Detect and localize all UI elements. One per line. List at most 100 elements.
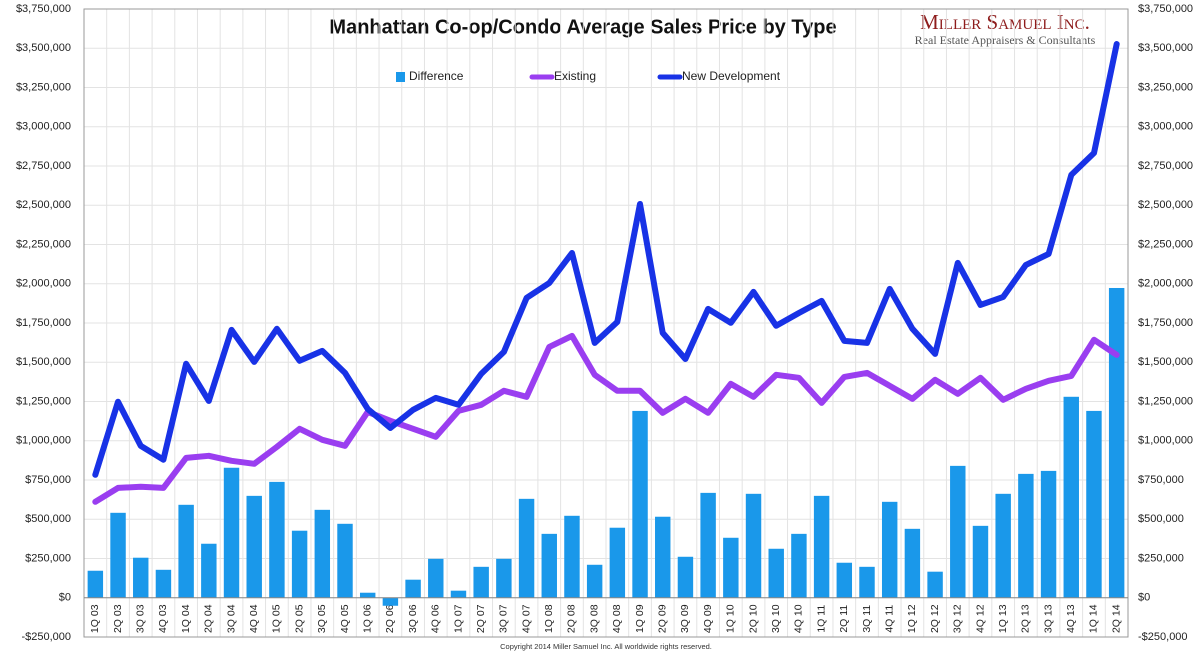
x-tick-label: 2Q 07 <box>475 604 487 633</box>
bar <box>859 566 875 598</box>
x-tick-label: 1Q 06 <box>361 604 373 633</box>
x-tick-label: 2Q 06 <box>384 604 396 633</box>
x-tick-label: 1Q 11 <box>815 605 827 633</box>
x-tick-label: 4Q 06 <box>430 604 442 633</box>
x-tick-label: 4Q 13 <box>1065 604 1077 633</box>
x-tick-label: 2Q 12 <box>929 604 941 633</box>
x-tick-label: 1Q 14 <box>1088 604 1100 633</box>
bar <box>1063 396 1079 598</box>
x-tick-label: 2Q 14 <box>1110 604 1122 633</box>
bar <box>133 557 149 598</box>
line <box>92 41 1120 478</box>
x-tick-label: 4Q 05 <box>339 604 351 633</box>
bar <box>314 509 331 598</box>
y-tick-label: $500,000 <box>25 513 71 525</box>
legend-label: New Development <box>682 69 781 83</box>
bar <box>110 512 126 598</box>
y2-tick-label: $0 <box>1138 592 1150 604</box>
x-tick-label: 3Q 03 <box>135 604 147 633</box>
bar <box>291 530 308 598</box>
y2-tick-label: $1,000,000 <box>1138 435 1193 447</box>
x-tick-label: 1Q 09 <box>634 604 646 633</box>
y2-tick-label: $2,500,000 <box>1138 199 1193 211</box>
legend-label: Difference <box>409 69 464 83</box>
footer: Copyright 2014 Miller Samuel Inc. All wo… <box>500 642 712 651</box>
line <box>92 332 1120 505</box>
bar <box>927 571 943 598</box>
y-tick-label: $1,750,000 <box>16 317 71 329</box>
y2-tick-label: $3,250,000 <box>1138 81 1193 93</box>
y-tick-label: $2,750,000 <box>16 160 71 172</box>
x-tick-label: 2Q 08 <box>566 604 578 633</box>
y-tick-label: $1,500,000 <box>16 356 71 368</box>
x-tick-label: 2Q 04 <box>203 604 215 633</box>
bar <box>337 523 353 598</box>
y-tick-label: $3,250,000 <box>16 81 71 93</box>
x-tick-label: 1Q 12 <box>906 604 918 633</box>
x-tick-label: 3Q 05 <box>316 604 328 633</box>
bar <box>881 501 898 598</box>
y2-tick-label: -$250,000 <box>1138 631 1188 643</box>
bar <box>768 548 784 598</box>
bar <box>1018 473 1034 598</box>
x-tick-label: 1Q 03 <box>89 604 101 633</box>
y2-tick-label: $3,750,000 <box>1138 3 1193 15</box>
bar <box>496 558 512 598</box>
x-tick-label: 4Q 04 <box>248 604 260 633</box>
x-tick-label: 3Q 06 <box>407 604 419 633</box>
y2-tick-label: $2,750,000 <box>1138 160 1193 172</box>
bar <box>541 533 557 598</box>
y-tick-label: -$250,000 <box>21 631 71 643</box>
bar <box>586 564 603 598</box>
y-tick-label: $1,250,000 <box>16 395 71 407</box>
x-tick-label: 4Q 10 <box>793 604 805 633</box>
bar <box>473 566 489 598</box>
y-tick-label: $3,500,000 <box>16 42 71 54</box>
legend-swatch <box>396 72 405 82</box>
bar <box>609 527 626 598</box>
y2-tick-label: $2,000,000 <box>1138 278 1193 290</box>
y-tick-label: $3,000,000 <box>16 121 71 133</box>
x-tick-label: 2Q 10 <box>747 604 759 633</box>
y2-tick-label: $750,000 <box>1138 474 1184 486</box>
bar <box>791 533 807 598</box>
y2-tick-label: $1,750,000 <box>1138 317 1193 329</box>
x-tick-label: 3Q 13 <box>1042 604 1054 633</box>
bar <box>745 493 762 598</box>
y2-tick-label: $3,500,000 <box>1138 42 1193 54</box>
plot-frame <box>83 8 1129 638</box>
bar <box>382 597 399 606</box>
bar <box>518 498 535 598</box>
bar <box>677 556 694 598</box>
bar <box>359 592 376 598</box>
x-tick-label: 1Q 04 <box>180 604 192 633</box>
x-tick-label: 4Q 03 <box>157 604 169 633</box>
y-tick-label: $2,250,000 <box>16 238 71 250</box>
bar <box>723 537 739 598</box>
y2-tick-label: $250,000 <box>1138 552 1184 564</box>
bar <box>1108 287 1125 598</box>
bar <box>178 504 194 598</box>
legend-label: Existing <box>554 69 596 83</box>
bar <box>223 467 240 598</box>
bar <box>836 562 853 598</box>
y-tick-label: $0 <box>59 592 71 604</box>
x-tick-label: 2Q 03 <box>112 604 124 633</box>
x-tick-label: 2Q 11 <box>838 605 850 633</box>
bar <box>813 495 830 598</box>
y2-tick-label: $3,000,000 <box>1138 121 1193 133</box>
bar <box>655 516 671 598</box>
bar <box>564 515 580 598</box>
y-tick-label: $750,000 <box>25 474 71 486</box>
y2-tick-label: $500,000 <box>1138 513 1184 525</box>
brand-subtitle: Real Estate Appraisers & Consultants <box>915 33 1096 47</box>
bar <box>155 569 172 598</box>
x-tick-label: 3Q 12 <box>952 604 964 633</box>
bar <box>904 528 921 598</box>
bar <box>428 558 444 598</box>
y-tick-label: $1,000,000 <box>16 435 71 447</box>
x-tick-label: 1Q 05 <box>271 604 283 633</box>
bar <box>1086 410 1102 598</box>
